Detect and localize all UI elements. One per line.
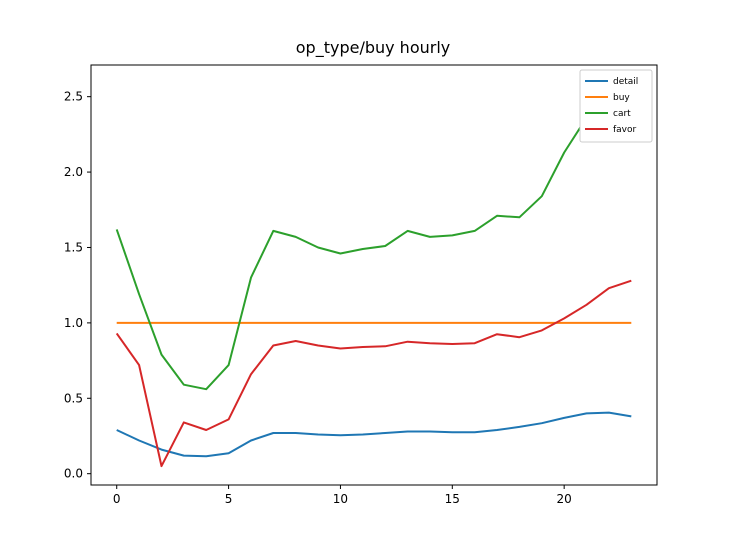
legend-label-favor: favor: [613, 125, 637, 135]
x-tick-label: 5: [225, 492, 233, 506]
y-axis: 0.0 0.5 1.0 1.5 2.0 2.5: [64, 90, 91, 481]
y-tick-label: 2.5: [64, 90, 83, 104]
x-tick-label: 10: [333, 492, 348, 506]
series-line-favor: [115, 279, 632, 468]
y-tick-label: 0.0: [64, 467, 83, 481]
chart-title: op_type/buy hourly: [296, 38, 451, 58]
x-tick-label: 15: [445, 492, 460, 506]
y-tick-label: 2.0: [64, 165, 83, 179]
x-tick-label: 0: [113, 492, 121, 506]
y-tick-label: 0.5: [64, 391, 83, 405]
legend-box: [579, 69, 653, 143]
legend-label-buy: buy: [613, 93, 630, 103]
series-line-detail: [116, 411, 632, 458]
legend: detail buy cart favor: [579, 69, 653, 143]
x-tick-label: 20: [557, 492, 572, 506]
legend-label-cart: cart: [613, 109, 631, 119]
x-axis: 0 5 10 15 20: [113, 485, 572, 506]
y-tick-label: 1.5: [64, 240, 83, 254]
series-line-cart: [115, 80, 632, 391]
legend-label-detail: detail: [613, 77, 638, 87]
plot-area-frame: [90, 64, 658, 486]
series-lines: [115, 80, 632, 468]
y-tick-label: 1.0: [64, 316, 83, 330]
